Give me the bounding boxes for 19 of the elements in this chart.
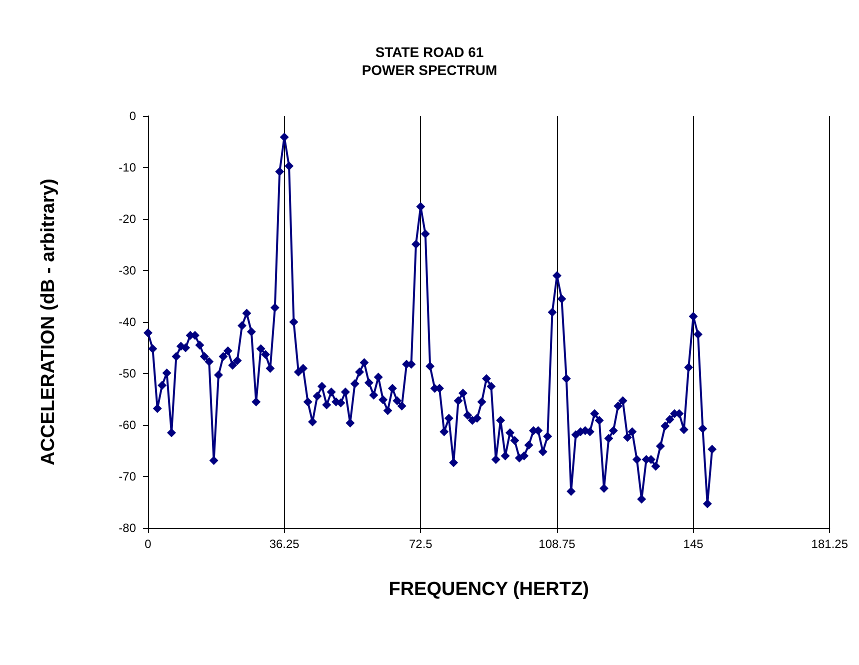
- x-tick-label: 181.25: [811, 537, 848, 551]
- y-tick-label: -20: [118, 212, 136, 226]
- y-tick-label: 0: [129, 109, 136, 123]
- chart-title: STATE ROAD 61: [375, 44, 484, 60]
- y-tick-label: -80: [118, 521, 136, 535]
- x-tick-label: 0: [144, 537, 152, 551]
- y-tick-label: -10: [118, 160, 136, 174]
- x-tick-label: 108.75: [538, 537, 576, 551]
- y-tick-label: -60: [118, 418, 136, 432]
- x-tick-label: 72.5: [408, 537, 433, 551]
- x-axis-title: FREQUENCY (HERTZ): [388, 579, 589, 600]
- y-tick-label: -70: [118, 470, 136, 484]
- y-tick-label: -50: [118, 366, 136, 380]
- y-tick-label: -30: [118, 264, 136, 278]
- y-tick-label: -40: [118, 315, 136, 329]
- chart-subtitle: POWER SPECTRUM: [362, 62, 498, 78]
- y-axis-title: ACCELERATION (dB - arbitrary): [38, 178, 59, 466]
- x-tick-label: 145: [683, 537, 704, 551]
- x-tick-label: 36.25: [269, 537, 300, 551]
